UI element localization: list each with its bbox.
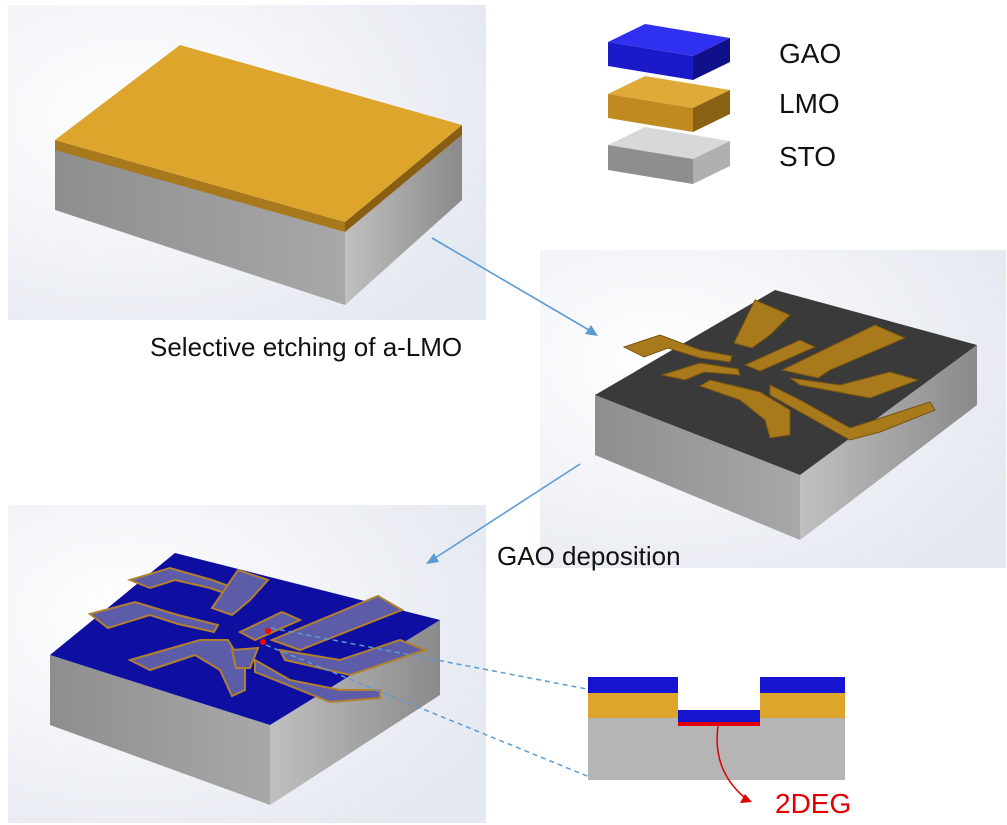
- cross-section-gao-left: [588, 677, 678, 693]
- sto-side-face: [270, 620, 440, 805]
- cross-section-lmo-left: [588, 693, 678, 718]
- cross-section-sto: [588, 718, 845, 780]
- lmo-electrode-pattern: [622, 299, 936, 441]
- sto-front-face: [595, 395, 800, 540]
- step-label-deposition: GAO deposition: [497, 541, 681, 571]
- block-patterned-lmo: [595, 290, 977, 540]
- legend: GAO LMO STO: [608, 24, 841, 184]
- sto-side-face: [345, 135, 462, 305]
- arrow-step-1: [431, 237, 595, 334]
- 2deg-pointer-line: [716, 725, 746, 799]
- channel-marker-lower: [260, 639, 266, 645]
- cross-section-2deg-layer: [678, 722, 760, 726]
- gao-covered-electrodes: [87, 566, 428, 704]
- label-2deg: 2DEG: [775, 788, 851, 819]
- legend-label-sto: STO: [779, 141, 836, 172]
- block-gao-deposited: [50, 553, 440, 805]
- cross-section-lmo-right: [760, 693, 845, 718]
- arrow-step-2: [431, 463, 581, 561]
- cross-section: 2DEG: [588, 677, 851, 819]
- legend-label-gao: GAO: [779, 38, 841, 69]
- legend-lmo-block: [608, 76, 730, 132]
- cross-section-gao-right: [760, 677, 845, 693]
- sto-side-face: [800, 345, 977, 540]
- sto-front-face: [50, 655, 270, 805]
- cross-section-gao-center: [678, 710, 760, 722]
- zoom-lines: [265, 627, 593, 779]
- gao-top-face: [50, 553, 440, 725]
- block-lmo-on-sto: [55, 45, 462, 305]
- 2deg-pointer-head: [740, 794, 752, 803]
- lmo-side-edge: [345, 125, 462, 232]
- lmo-top-face: [55, 45, 462, 222]
- sto-front-face: [55, 145, 345, 305]
- zoom-line-lower: [265, 644, 593, 779]
- zoom-line-upper: [270, 627, 593, 691]
- channel-marker-upper: [265, 628, 271, 634]
- arrow-step-2-head: [426, 553, 439, 564]
- arrow-step-1-head: [585, 325, 598, 336]
- legend-gao-block: [608, 24, 730, 80]
- step-label-etching: Selective etching of a-LMO: [150, 332, 462, 362]
- process-arrows: [426, 237, 598, 564]
- legend-sto-block: [608, 127, 730, 184]
- legend-label-lmo: LMO: [779, 88, 840, 119]
- lmo-front-edge: [55, 140, 345, 232]
